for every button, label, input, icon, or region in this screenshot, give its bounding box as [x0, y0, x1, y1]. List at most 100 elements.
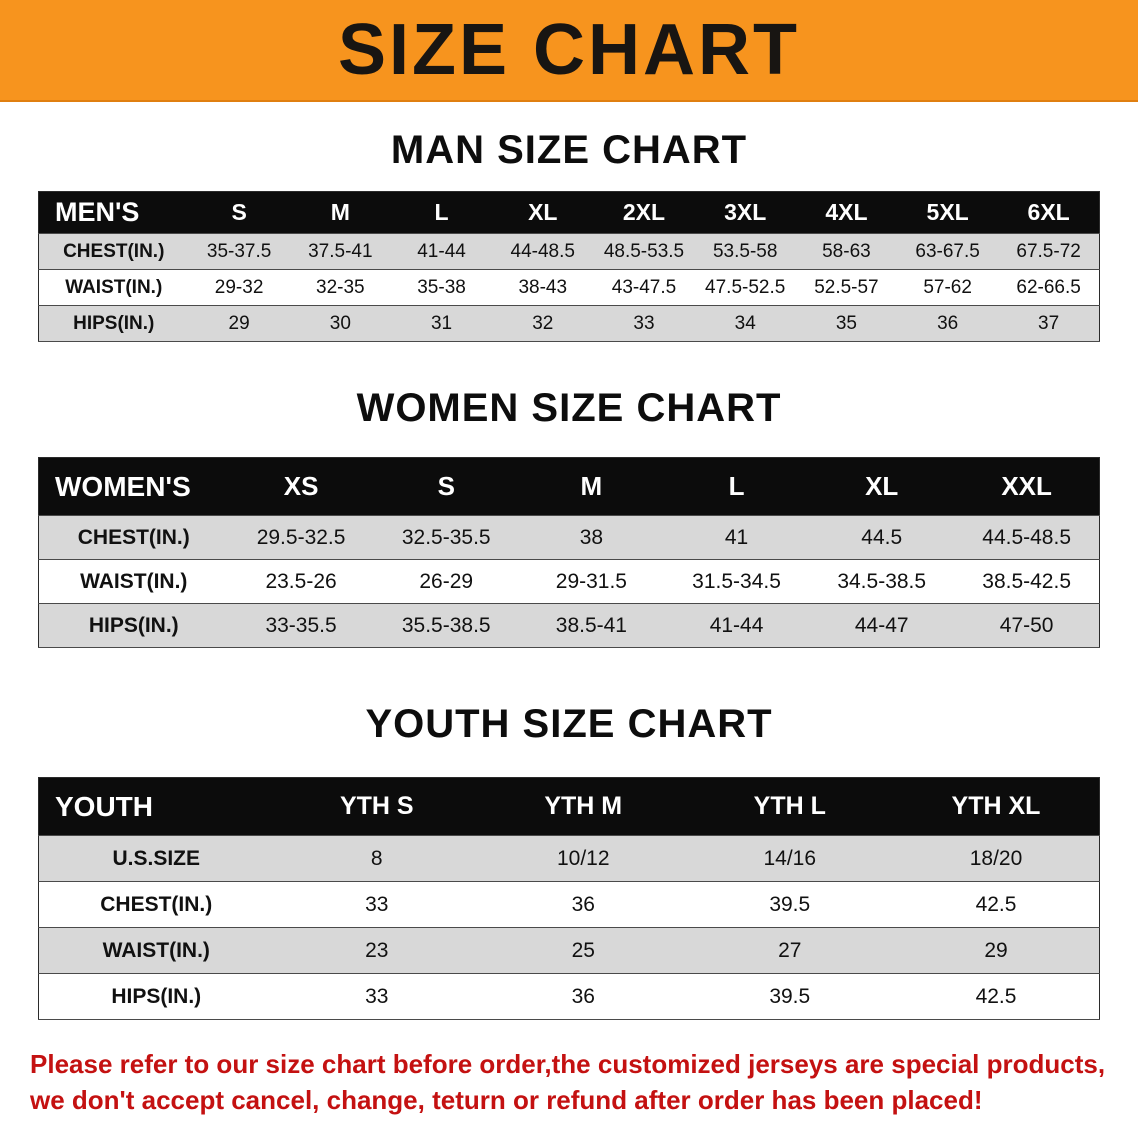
size-value: 31.5-34.5: [692, 569, 781, 593]
size-value: 35-38: [417, 276, 466, 298]
youth-size-table: YOUTH YTH S YTH M YTH L YTH XL U.S.SIZE …: [38, 777, 1100, 1020]
size-value: 52.5-57: [814, 276, 879, 298]
row-label: CHEST(IN.): [77, 525, 190, 549]
size-value: 67.5-72: [1016, 240, 1081, 262]
column-header: XS: [283, 471, 319, 501]
women-table-title: WOMEN'S: [55, 470, 191, 502]
size-value: 43-47.5: [611, 276, 677, 298]
column-header: YTH L: [753, 792, 826, 820]
size-value: 33: [633, 312, 655, 334]
size-value: 14/16: [763, 846, 817, 870]
row-label: WAIST(IN.): [65, 276, 163, 298]
table-row: CHEST(IN.) 35-37.5 37.5-41 41-44 44-48.5…: [38, 233, 1100, 270]
disclaimer: Please refer to our size chart before or…: [30, 1046, 1138, 1119]
size-value: 38: [579, 525, 604, 549]
banner: SIZE CHART: [0, 0, 1138, 102]
size-value: 34: [734, 312, 756, 334]
table-row: WAIST(IN.) 23.5-26 26-29 29-31.5 31.5-34…: [38, 559, 1100, 604]
size-value: 38.5-41: [555, 613, 627, 637]
column-header: M: [330, 199, 350, 225]
size-value: 18/20: [969, 846, 1023, 870]
column-header: 6XL: [1027, 199, 1070, 225]
youth-heading: YOUTH SIZE CHART: [365, 702, 773, 746]
page-title: SIZE CHART: [338, 10, 800, 90]
size-value: 57-62: [923, 276, 972, 298]
men-size-table: MEN'S S M L XL 2XL 3XL 4XL 5XL 6XL CHEST…: [38, 191, 1100, 342]
size-value: 41-44: [417, 240, 466, 262]
row-label: U.S.SIZE: [112, 846, 201, 870]
size-value: 29: [228, 312, 250, 334]
size-value: 34.5-38.5: [837, 569, 927, 593]
women-section: WOMEN SIZE CHART WOMEN'S XS S M L XL XXL…: [0, 386, 1138, 648]
size-value: 26-29: [419, 569, 474, 593]
size-value: 36: [571, 892, 595, 916]
disclaimer-line-2: we don't accept cancel, change, teturn o…: [30, 1085, 983, 1116]
size-value: 23: [365, 938, 389, 962]
size-value: 36: [571, 984, 595, 1008]
size-value: 32-35: [316, 276, 365, 298]
row-label: HIPS(IN.): [73, 312, 155, 334]
column-header: S: [231, 199, 247, 225]
size-value: 47-50: [999, 613, 1054, 637]
size-value: 23.5-26: [265, 569, 337, 593]
size-value: 42.5: [975, 892, 1017, 916]
table-row: HIPS(IN.) 33-35.5 35.5-38.5 38.5-41 41-4…: [38, 603, 1100, 648]
size-value: 30: [329, 312, 351, 334]
table-row: CHEST(IN.) 29.5-32.5 32.5-35.5 38 41 44.…: [38, 515, 1100, 560]
size-value: 32.5-35.5: [401, 525, 491, 549]
youth-section: YOUTH SIZE CHART YOUTH YTH S YTH M YTH L…: [0, 702, 1138, 1020]
column-header: YTH S: [339, 792, 414, 820]
size-value: 39.5: [769, 984, 811, 1008]
youth-header-row: YOUTH YTH S YTH M YTH L YTH XL: [38, 777, 1100, 836]
men-section: MAN SIZE CHART MEN'S S M L XL 2XL 3XL 4X…: [0, 128, 1138, 342]
column-header: M: [580, 471, 603, 501]
size-value: 36: [937, 312, 959, 334]
row-label: CHEST(IN.): [100, 892, 213, 916]
size-value: 35: [835, 312, 857, 334]
column-header: 2XL: [622, 199, 666, 225]
men-table-title: MEN'S: [55, 197, 140, 227]
size-value: 48.5-53.5: [603, 240, 685, 262]
size-value: 33: [365, 892, 389, 916]
column-header: 5XL: [926, 199, 969, 225]
size-value: 38.5-42.5: [982, 569, 1072, 593]
size-value: 44-47: [854, 613, 909, 637]
youth-table-title: YOUTH: [55, 790, 153, 822]
column-header: XXL: [1001, 471, 1052, 501]
size-value: 53.5-58: [712, 240, 778, 262]
size-value: 32: [532, 312, 554, 334]
women-header-row: WOMEN'S XS S M L XL XXL: [38, 457, 1100, 516]
size-value: 8: [370, 846, 383, 870]
size-value: 33-35.5: [265, 613, 337, 637]
disclaimer-line-1: Please refer to our size chart before or…: [30, 1049, 1106, 1079]
size-value: 63-67.5: [915, 240, 980, 262]
table-row: HIPS(IN.) 33 36 39.5 42.5: [38, 973, 1100, 1020]
size-value: 62-66.5: [1016, 276, 1081, 298]
size-value: 31: [430, 312, 453, 334]
size-value: 41-44: [709, 613, 764, 637]
size-value: 29-32: [214, 276, 264, 298]
size-value: 42.5: [975, 984, 1017, 1008]
column-header: S: [437, 471, 455, 501]
women-heading: WOMEN SIZE CHART: [356, 386, 782, 430]
table-row: HIPS(IN.) 29 30 31 32 33 34 35 36 37: [38, 305, 1100, 342]
size-value: 33: [365, 984, 389, 1008]
table-row: CHEST(IN.) 33 36 39.5 42.5: [38, 881, 1100, 928]
size-value: 37.5-41: [308, 240, 373, 262]
row-label: WAIST(IN.): [80, 569, 188, 593]
size-value: 47.5-52.5: [705, 276, 786, 298]
row-label: CHEST(IN.): [63, 240, 165, 262]
size-value: 35.5-38.5: [401, 613, 491, 637]
column-header: XL: [865, 471, 899, 501]
size-value: 29-31.5: [555, 569, 627, 593]
size-value: 39.5: [769, 892, 811, 916]
size-value: 44-48.5: [510, 240, 575, 262]
column-header: XL: [528, 199, 558, 225]
size-value: 27: [778, 938, 802, 962]
table-row: U.S.SIZE 8 10/12 14/16 18/20: [38, 835, 1100, 882]
size-value: 44.5-48.5: [982, 525, 1072, 549]
row-label: HIPS(IN.): [88, 613, 179, 637]
column-header: YTH XL: [951, 792, 1041, 820]
size-value: 25: [571, 938, 595, 962]
